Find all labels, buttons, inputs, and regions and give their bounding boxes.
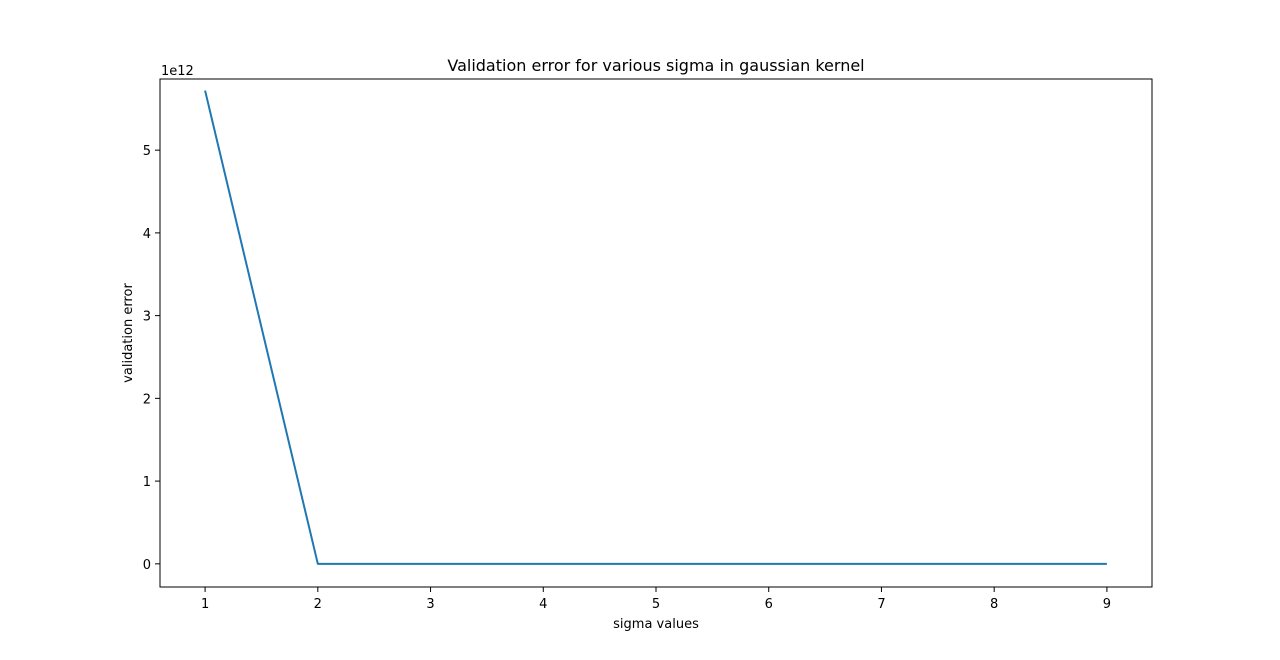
- x-tick-label: 2: [314, 597, 322, 612]
- series-line: [204, 90, 1107, 565]
- x-tick-label: 4: [539, 597, 547, 612]
- series-layer: [204, 90, 1107, 565]
- y-tick-label: 2: [143, 392, 151, 407]
- plot-area-frame: [159, 78, 1153, 588]
- x-tick-label: 7: [877, 597, 885, 612]
- y-tick-label: 3: [143, 310, 151, 325]
- y-axis-offset-label: 1e12: [161, 64, 194, 79]
- y-axis-ticks: 0 1 2 3 4 5: [143, 144, 160, 573]
- y-tick-label: 0: [143, 558, 151, 573]
- x-tick-label: 8: [990, 597, 998, 612]
- y-tick-label: 4: [143, 227, 151, 242]
- x-tick-label: 1: [201, 597, 209, 612]
- y-tick-label: 5: [143, 144, 151, 159]
- x-tick-label: 3: [426, 597, 434, 612]
- y-tick-label: 1: [143, 475, 151, 490]
- x-axis-label: sigma values: [613, 617, 699, 632]
- chart-title: Validation error for various sigma in ga…: [447, 56, 864, 75]
- x-tick-label: 5: [652, 597, 660, 612]
- x-axis-ticks: 1 2 3 4 5 6 7 8 9: [201, 587, 1111, 612]
- y-axis-label: validation error: [121, 283, 136, 383]
- x-tick-label: 9: [1103, 597, 1111, 612]
- x-tick-label: 6: [765, 597, 773, 612]
